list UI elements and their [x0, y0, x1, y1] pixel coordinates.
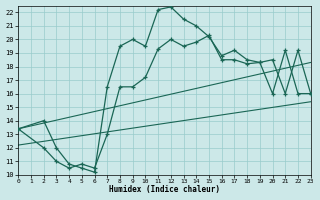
X-axis label: Humidex (Indice chaleur): Humidex (Indice chaleur) [109, 185, 220, 194]
